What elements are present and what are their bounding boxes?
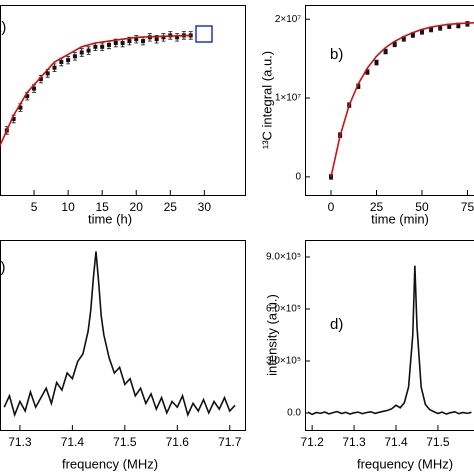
x-tick-label: 75 bbox=[461, 200, 474, 214]
x-tick-label: 15 bbox=[95, 200, 109, 214]
data-point bbox=[383, 49, 388, 54]
data-point bbox=[106, 42, 111, 47]
y-tick-label: 2×10⁷ bbox=[275, 14, 302, 25]
highlight-box bbox=[195, 25, 213, 43]
data-point bbox=[447, 24, 452, 29]
data-point bbox=[188, 33, 193, 38]
panel: 0 25 50 75 0 1×10⁷ 2×10⁷ time (min) ¹³C integral… bbox=[259, 5, 474, 226]
data-point bbox=[161, 35, 166, 40]
axes-frame bbox=[0, 240, 246, 431]
panel: 71.2 71.3 71.4 71.5 0.0 3.0×10⁵ 6.0×10⁵ 9.0×10⁵… bbox=[264, 240, 474, 471]
panel-label: c) bbox=[0, 259, 6, 276]
axes-frame bbox=[305, 5, 474, 196]
data-point bbox=[127, 39, 132, 44]
data-point bbox=[419, 29, 424, 34]
x-axis-label: frequency (MHz) bbox=[357, 456, 453, 471]
data-point bbox=[86, 48, 91, 53]
data-point bbox=[120, 41, 125, 45]
x-axis-label: time (h) bbox=[88, 211, 132, 226]
data-point bbox=[52, 65, 57, 70]
data-point bbox=[410, 32, 415, 37]
axes-frame bbox=[305, 240, 474, 431]
x-axis-label: time (min) bbox=[371, 211, 429, 226]
data-point bbox=[456, 23, 461, 28]
data-point bbox=[59, 60, 64, 64]
x-tick-label: 71.4 bbox=[61, 435, 85, 449]
data-point bbox=[79, 50, 84, 55]
data-point bbox=[100, 44, 105, 49]
data-point bbox=[72, 54, 77, 59]
data-point bbox=[175, 35, 180, 40]
x-tick-label: 50 bbox=[415, 200, 429, 214]
data-line bbox=[0, 34, 191, 146]
data-point bbox=[154, 37, 159, 42]
data-point bbox=[93, 44, 98, 49]
panel-label: b) bbox=[330, 46, 343, 63]
data-point bbox=[356, 84, 361, 89]
x-tick-label: 71.2 bbox=[300, 435, 324, 449]
data-line bbox=[3, 251, 236, 418]
y-axis-label: ¹³C integral (a.u.) bbox=[259, 51, 274, 149]
panel-label: a) bbox=[0, 19, 6, 36]
x-tick-label: 20 bbox=[130, 200, 144, 214]
x-tick-label: 10 bbox=[61, 200, 75, 214]
x-tick-label: 71.3 bbox=[8, 435, 32, 449]
y-tick-label: 1×10⁷ bbox=[275, 93, 302, 104]
x-tick-label: 0 bbox=[328, 200, 335, 214]
data-point bbox=[392, 42, 397, 47]
x-tick-label: 71.4 bbox=[384, 435, 408, 449]
x-tick-label: 71.6 bbox=[166, 435, 190, 449]
x-tick-label: 71.7 bbox=[218, 435, 242, 449]
data-point bbox=[438, 25, 443, 30]
y-tick-label: 6.0×10⁵ bbox=[266, 304, 301, 315]
data-point bbox=[429, 27, 434, 32]
y-tick-label: 0 bbox=[295, 172, 301, 183]
data-point bbox=[25, 94, 30, 99]
data-point bbox=[32, 86, 37, 91]
data-point bbox=[141, 39, 146, 44]
panel: 71.3 71.4 71.5 71.6 71.7 frequency (MHz) c) bbox=[0, 240, 246, 471]
y-tick-label: 9.0×10⁵ bbox=[266, 252, 301, 263]
data-point bbox=[66, 58, 71, 63]
x-tick-label: 5 bbox=[31, 200, 38, 214]
y-tick-label: 0.0 bbox=[287, 408, 301, 419]
data-point bbox=[11, 117, 16, 121]
data-line bbox=[307, 265, 472, 416]
data-point bbox=[374, 60, 379, 65]
y-axis-label: intensity (a.u.) bbox=[264, 294, 279, 376]
axes-frame bbox=[0, 5, 246, 196]
panel-label: d) bbox=[330, 316, 343, 333]
panel: 5 10 15 20 25 30 time (h) a) bbox=[0, 5, 246, 226]
x-axis-label: frequency (MHz) bbox=[62, 456, 158, 471]
x-tick-label: 30 bbox=[198, 200, 212, 214]
data-point bbox=[38, 77, 43, 82]
data-point bbox=[365, 70, 370, 75]
data-point bbox=[113, 41, 118, 45]
data-point bbox=[18, 105, 23, 110]
x-tick-label: 71.5 bbox=[426, 435, 450, 449]
data-point bbox=[45, 71, 50, 76]
data-line bbox=[330, 22, 474, 178]
y-tick-label: 3.0×10⁵ bbox=[266, 356, 301, 367]
x-tick-label: 71.5 bbox=[113, 435, 137, 449]
x-tick-label: 25 bbox=[164, 200, 178, 214]
data-point bbox=[401, 36, 406, 41]
data-point bbox=[134, 37, 139, 42]
x-tick-label: 25 bbox=[370, 200, 384, 214]
x-tick-label: 71.3 bbox=[342, 435, 366, 449]
